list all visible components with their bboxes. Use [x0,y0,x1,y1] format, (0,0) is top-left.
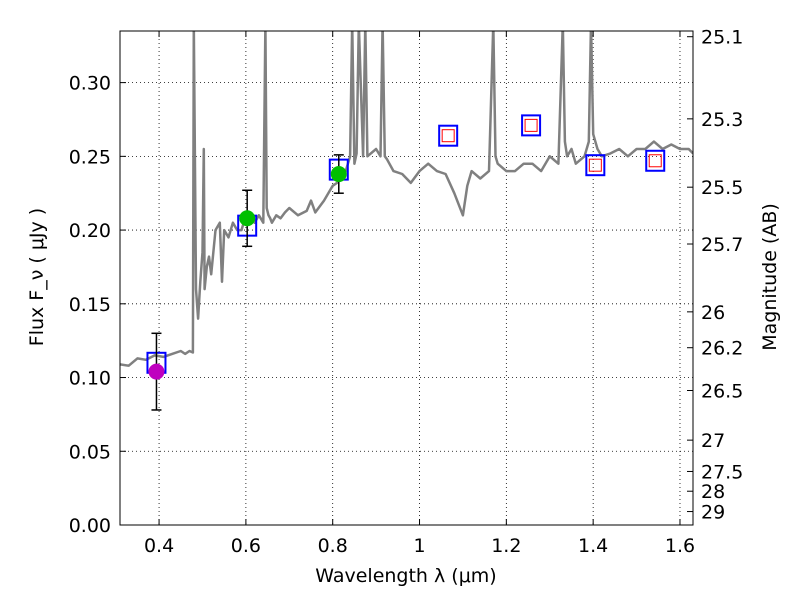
y-tick-label: 0.05 [69,441,111,463]
plot-series [120,31,693,411]
y-tick-label: 0.00 [69,515,111,537]
y-tick-label: 0.20 [69,220,111,242]
plot-area [120,31,693,411]
y-axis-label: Flux F_ν ( μJy ) [26,208,48,346]
observed-point [330,166,347,183]
x-tick-label: 1.4 [578,535,608,557]
x-tick-label: 0.8 [318,535,348,557]
right-tick-label: 26.2 [701,338,743,360]
right-tick-label: 27 [701,430,725,452]
right-axis-label: Magnitude (AB) [759,203,781,351]
right-tick-label: 25.7 [701,234,743,256]
upper-limit-box [524,118,538,132]
y-tick-label: 0.10 [69,368,111,390]
right-tick-label: 26.5 [701,381,743,403]
sed-model-line [120,31,693,367]
y-tick-label: 0.30 [69,73,111,95]
right-tick-label: 25.1 [701,27,743,49]
upper-limit-box [648,154,662,168]
axis-ticks: 0.4 0.6 0.8 1 1.2 1.4 1.6 0.00 0.05 0.10 0.15 0.20 0… [69,27,744,557]
y-tick-label: 0.15 [69,294,111,316]
x-tick-label: 1 [413,535,425,557]
upper-limit-box [441,129,455,143]
x-tick-label: 0.6 [231,535,261,557]
model-box [585,154,606,177]
x-tick-label: 0.4 [144,535,174,557]
right-tick-label: 28 [701,481,725,503]
right-tick-label: 29 [701,502,725,524]
y-tick-label: 0.25 [69,146,111,168]
upper-limit-box [588,158,602,172]
right-tick-label: 27.5 [701,461,743,483]
model-box [521,114,542,137]
right-tick-label: 25.5 [701,177,743,199]
model-box [645,149,666,172]
plot-frame [119,30,694,526]
right-tick-label: 26 [701,302,725,324]
x-tick-label: 1.2 [491,535,521,557]
model-box [438,124,459,147]
x-tick-label: 1.6 [665,535,695,557]
right-tick-label: 25.3 [701,109,743,131]
x-axis-label: Wavelength λ (μm) [315,565,496,587]
observed-point [239,210,256,227]
observed-point [148,363,165,380]
